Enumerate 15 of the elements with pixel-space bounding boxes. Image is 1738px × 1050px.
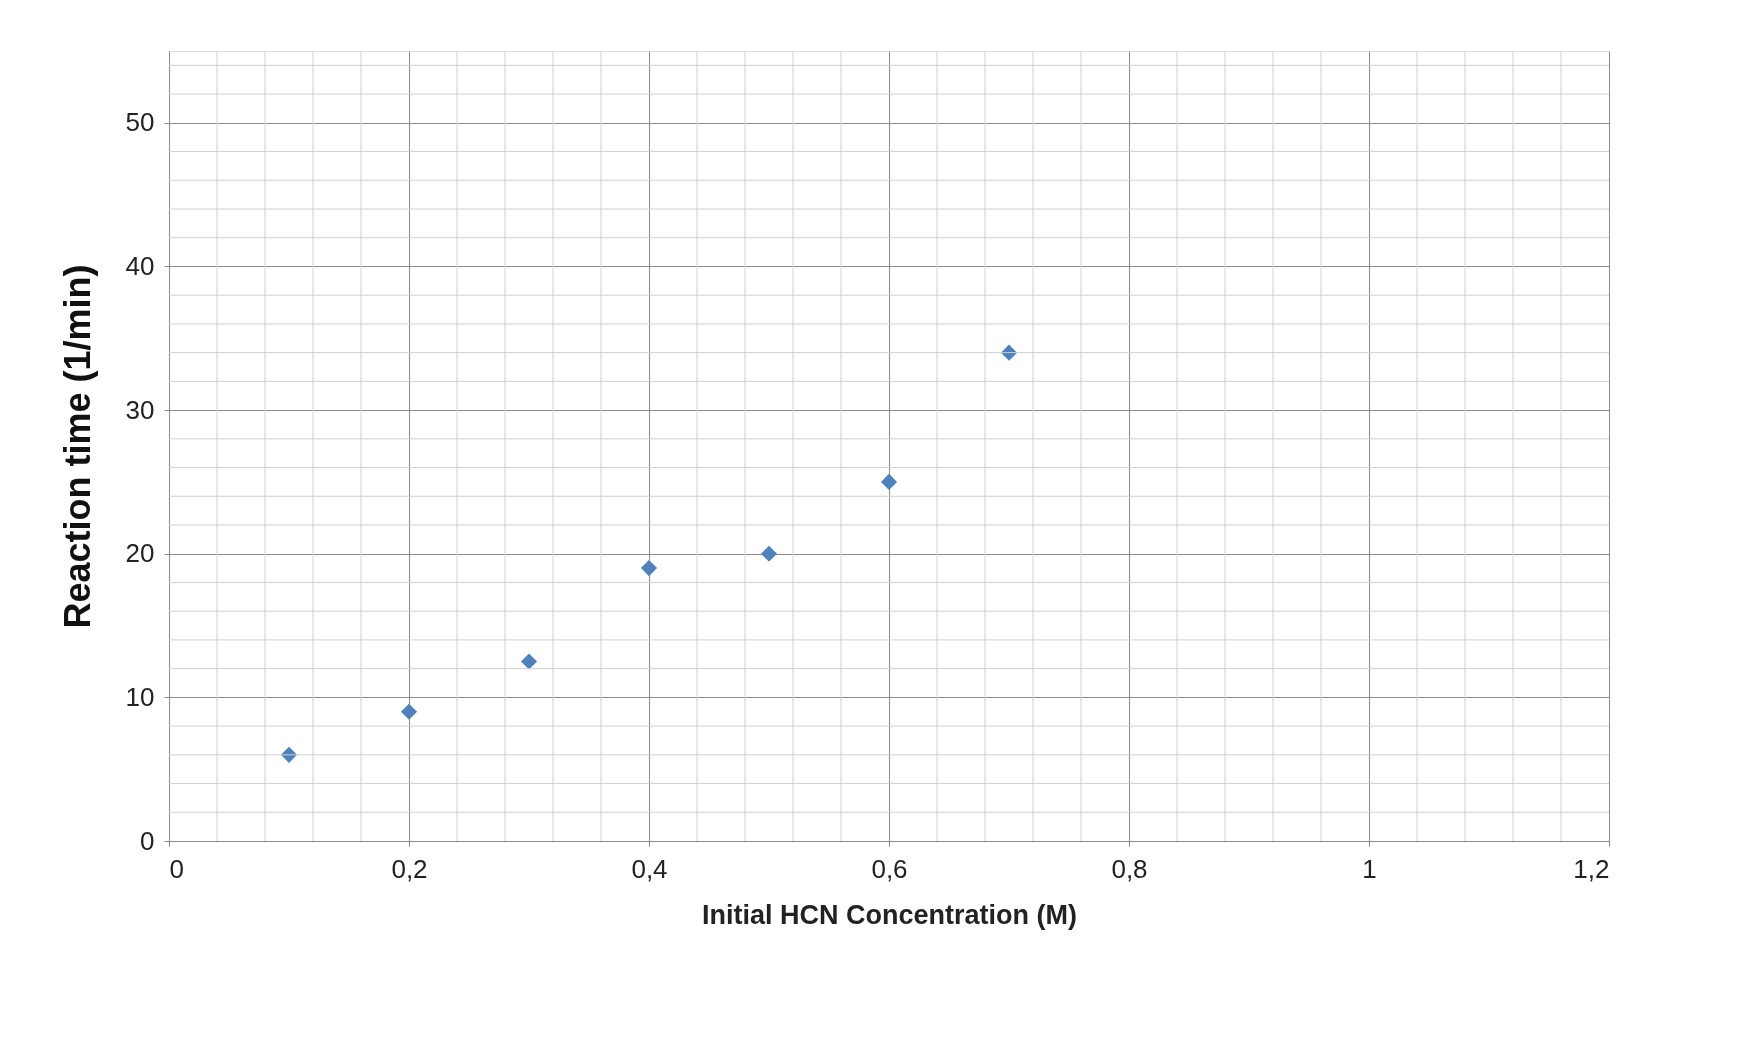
- y-tick-label: 30: [125, 394, 155, 425]
- x-tick-label: 1,2: [1573, 853, 1610, 884]
- y-tick-label: 50: [125, 107, 155, 138]
- x-tick-label: 0,2: [391, 853, 428, 884]
- x-axis-title: Initial HCN Concentration (M): [702, 899, 1077, 930]
- x-tick-label: 1: [1362, 853, 1377, 884]
- y-tick-label: 0: [140, 825, 155, 856]
- x-tick-label: 0,8: [1111, 853, 1148, 884]
- y-axis-title: Reaction time (1/min): [56, 264, 98, 629]
- y-tick-label: 10: [125, 681, 155, 712]
- y-tick-label: 20: [125, 538, 155, 569]
- x-tick-label: 0,6: [871, 853, 908, 884]
- x-tick-label: 0,4: [631, 853, 668, 884]
- x-tick-label: 0: [169, 853, 184, 884]
- y-tick-label: 40: [125, 250, 155, 281]
